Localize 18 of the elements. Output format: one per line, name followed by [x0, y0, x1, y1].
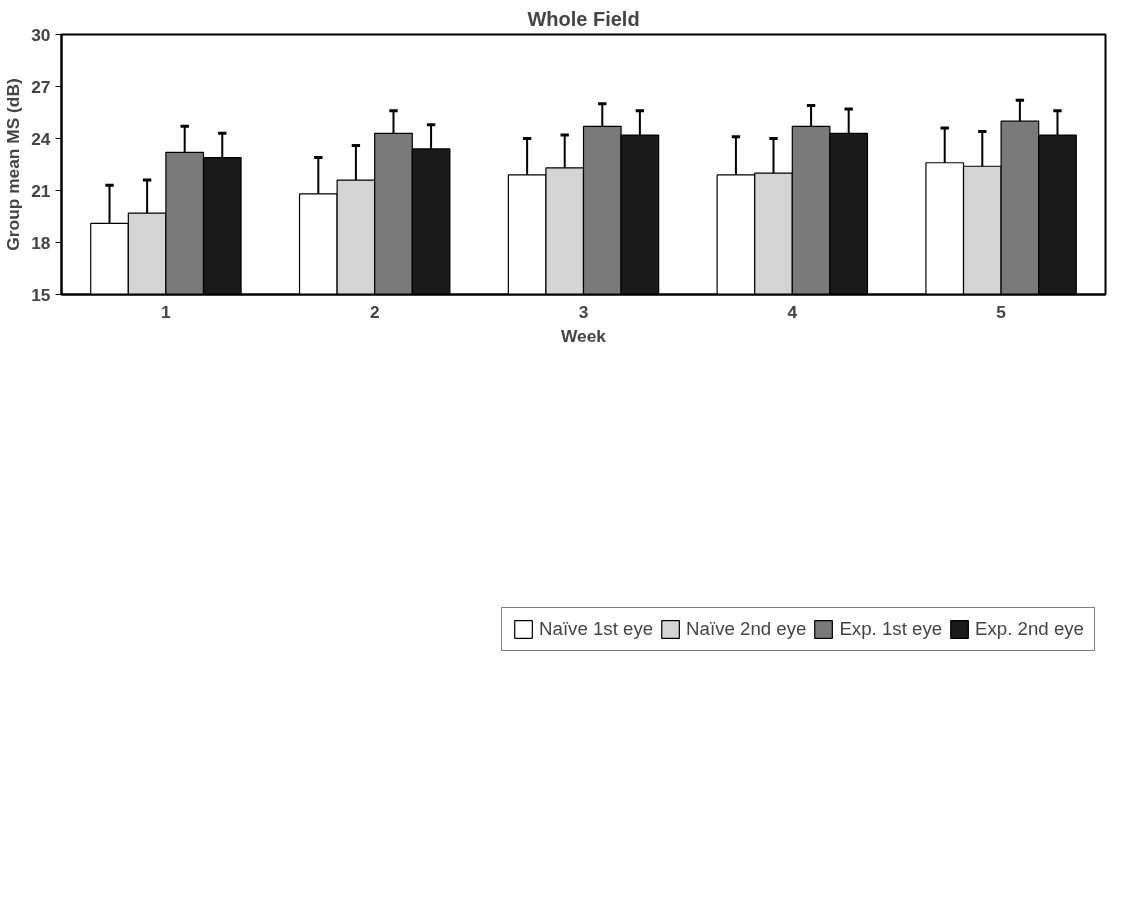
- legend-label: Naïve 1st eye: [539, 618, 654, 640]
- legend-label: Exp. 2nd eye: [975, 618, 1084, 640]
- legend-label: Exp. 1st eye: [839, 618, 943, 640]
- y-tick-label: 15: [31, 284, 51, 305]
- x-tick-label: 4: [787, 301, 798, 322]
- legend-label: Naïve 2nd eye: [686, 618, 807, 640]
- x-tick-label: 1: [161, 301, 172, 322]
- y-tick-label: 24: [31, 128, 51, 149]
- x-tick-label: 2: [369, 301, 380, 322]
- chart-title: Whole Field: [527, 7, 640, 30]
- y-tick-label: 27: [31, 76, 51, 97]
- y-axis-title: Group mean MS (dB): [3, 78, 24, 251]
- x-axis-title: Week: [561, 325, 607, 346]
- x-tick-label: 5: [996, 301, 1007, 322]
- y-tick-label: 30: [31, 24, 51, 45]
- y-tick-label: 18: [31, 232, 51, 253]
- x-tick-label: 3: [578, 301, 589, 322]
- y-tick-label: 21: [31, 180, 51, 201]
